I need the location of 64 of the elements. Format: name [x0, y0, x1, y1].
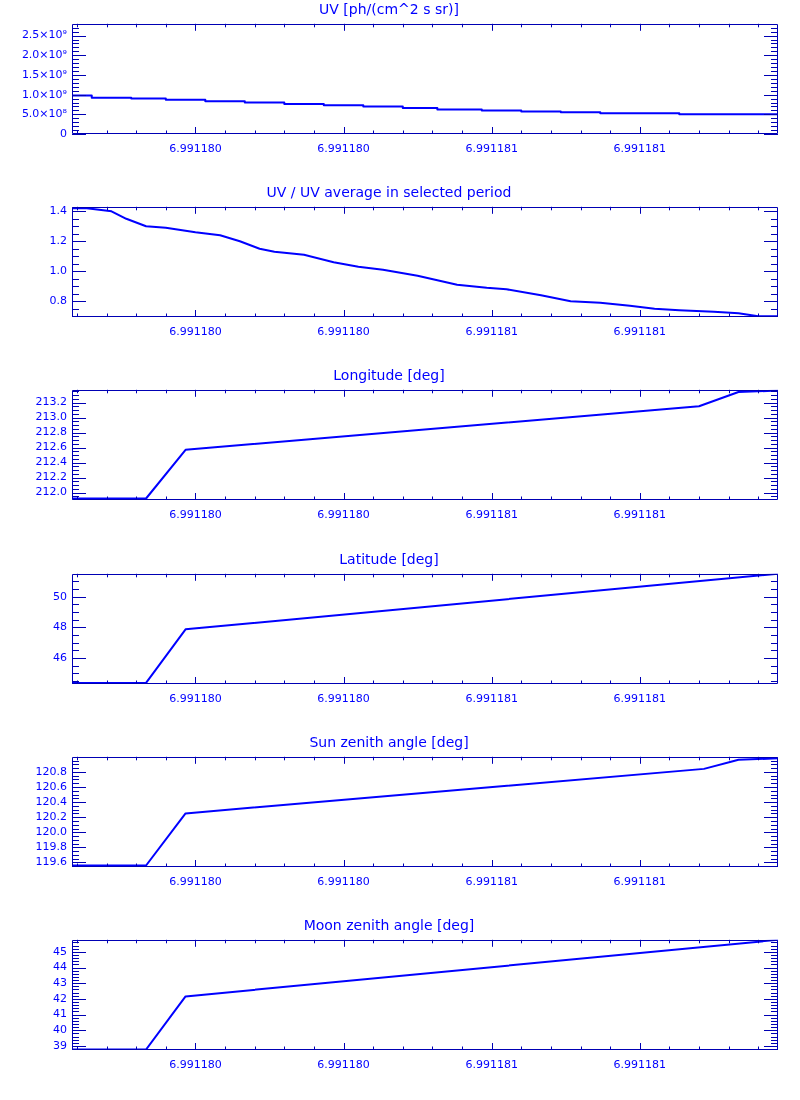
- chart-title: Moon zenith angle [deg]: [303, 917, 475, 934]
- x-tick-label: 6.991181: [465, 692, 518, 706]
- x-tick-label: 6.991180: [169, 1058, 222, 1072]
- y-tick-label: 120.2: [35, 810, 67, 824]
- x-tick-label: 6.991180: [169, 875, 222, 889]
- y-tick-label: 45: [53, 944, 67, 958]
- x-tick-label: 6.991181: [613, 1058, 667, 1072]
- y-tick-label: 212.4: [35, 455, 67, 469]
- x-tick-label: 6.991181: [465, 325, 518, 339]
- x-tick-label: 6.991180: [317, 875, 370, 889]
- y-tick-label: 1.2: [49, 234, 67, 248]
- y-tick-label: 212.8: [35, 425, 67, 439]
- chart-title: Sun zenith angle [deg]: [309, 734, 469, 751]
- x-tick-label: 6.991181: [613, 508, 667, 522]
- y-tick-label: 46: [53, 650, 67, 664]
- y-tick-label: 120.0: [35, 825, 67, 839]
- x-tick-label: 6.991181: [613, 142, 667, 156]
- y-tick-label: 212.2: [35, 470, 67, 484]
- chart-title: Latitude [deg]: [339, 551, 439, 568]
- x-tick-label: 6.991181: [465, 1058, 518, 1072]
- x-tick-label: 6.991180: [169, 325, 222, 339]
- x-tick-label: 6.991181: [613, 875, 667, 889]
- y-tick-label: 120.6: [35, 779, 67, 793]
- y-tick-label: 44: [53, 960, 67, 974]
- y-tick-label: 1.4: [49, 204, 67, 218]
- y-tick-label: 119.8: [35, 840, 67, 854]
- x-tick-label: 6.991180: [317, 142, 370, 156]
- y-tick-label: 1.0: [49, 264, 67, 278]
- y-tick-label: 213.0: [35, 410, 67, 424]
- y-tick-label: 212.6: [35, 440, 67, 454]
- y-tick-label: 213.2: [35, 395, 67, 409]
- y-tick-label: 1.5×10⁹: [21, 67, 67, 81]
- y-tick-label: 2.5×10⁹: [21, 28, 67, 42]
- y-tick-label: 1.0×10⁹: [21, 87, 67, 101]
- x-tick-label: 6.991181: [465, 875, 518, 889]
- chart-title: UV / UV average in selected period: [266, 184, 512, 201]
- y-tick-label: 48: [53, 620, 67, 634]
- y-tick-label: 2.0×10⁹: [21, 48, 67, 62]
- x-tick-label: 6.991180: [317, 508, 370, 522]
- x-tick-label: 6.991180: [169, 508, 222, 522]
- y-tick-label: 40: [53, 1023, 67, 1037]
- x-tick-label: 6.991180: [317, 1058, 370, 1072]
- x-tick-label: 6.991181: [613, 692, 667, 706]
- x-tick-label: 6.991181: [613, 325, 667, 339]
- y-tick-label: 120.8: [35, 764, 67, 778]
- y-tick-label: 41: [53, 1007, 67, 1021]
- y-tick-label: 0: [60, 126, 67, 140]
- y-tick-label: 50: [53, 589, 67, 603]
- chart-title: UV [ph/(cm^2 s sr)]: [319, 1, 459, 18]
- x-tick-label: 6.991180: [169, 692, 222, 706]
- y-tick-label: 43: [53, 976, 67, 990]
- y-tick-label: 212.0: [35, 485, 67, 499]
- y-tick-label: 39: [53, 1038, 67, 1052]
- y-tick-label: 120.4: [35, 794, 67, 808]
- x-tick-label: 6.991180: [317, 692, 370, 706]
- y-tick-label: 119.6: [35, 855, 67, 869]
- chart-title: Longitude [deg]: [333, 367, 445, 384]
- x-tick-label: 6.991181: [465, 142, 518, 156]
- y-tick-label: 5.0×10⁸: [21, 107, 68, 121]
- x-tick-label: 6.991180: [169, 142, 222, 156]
- x-tick-label: 6.991181: [465, 508, 518, 522]
- y-tick-label: 42: [53, 991, 67, 1005]
- x-tick-label: 6.991180: [317, 325, 370, 339]
- y-tick-label: 0.8: [49, 294, 67, 308]
